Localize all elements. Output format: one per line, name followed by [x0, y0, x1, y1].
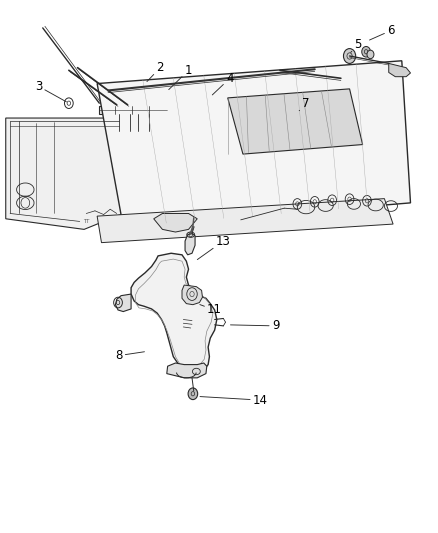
- Text: TT: TT: [83, 219, 89, 224]
- Polygon shape: [116, 294, 131, 312]
- Polygon shape: [99, 106, 167, 114]
- Polygon shape: [97, 61, 410, 227]
- Text: 3: 3: [35, 80, 67, 102]
- Polygon shape: [131, 253, 217, 374]
- Circle shape: [132, 125, 141, 136]
- Polygon shape: [154, 214, 197, 232]
- Polygon shape: [185, 233, 195, 255]
- Text: 14: 14: [200, 393, 268, 407]
- Text: 8: 8: [115, 349, 145, 362]
- Polygon shape: [113, 128, 158, 133]
- Text: 6: 6: [370, 24, 395, 40]
- Text: 5: 5: [351, 38, 362, 52]
- Text: 4: 4: [212, 72, 233, 95]
- Text: 9: 9: [230, 319, 279, 333]
- Circle shape: [367, 50, 374, 59]
- Polygon shape: [228, 89, 363, 154]
- Polygon shape: [6, 118, 123, 229]
- Text: 7: 7: [299, 96, 310, 111]
- Circle shape: [362, 46, 371, 57]
- Circle shape: [188, 388, 198, 400]
- Text: 13: 13: [198, 235, 231, 260]
- Polygon shape: [97, 199, 393, 243]
- Polygon shape: [167, 363, 207, 378]
- Text: 11: 11: [200, 303, 222, 317]
- Text: 1: 1: [169, 64, 192, 90]
- Circle shape: [343, 49, 356, 63]
- Circle shape: [152, 125, 160, 136]
- Circle shape: [113, 125, 121, 136]
- Polygon shape: [389, 63, 410, 77]
- Polygon shape: [182, 285, 202, 305]
- Text: 2: 2: [147, 61, 164, 82]
